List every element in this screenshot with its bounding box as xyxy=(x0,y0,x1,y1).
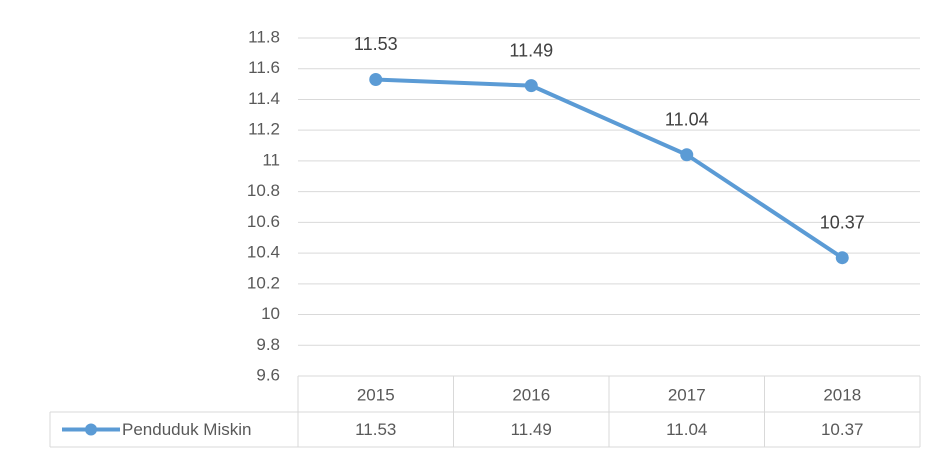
table-value: 11.04 xyxy=(666,420,707,439)
series-line xyxy=(375,77,844,260)
y-tick-label: 9.6 xyxy=(256,365,280,384)
table-value: 11.53 xyxy=(355,420,396,439)
data-label: 10.37 xyxy=(820,212,865,232)
x-tick-label: 2018 xyxy=(823,385,861,404)
marker xyxy=(524,79,538,93)
x-tick-label: 2015 xyxy=(357,385,395,404)
x-tick-label: 2016 xyxy=(512,385,550,404)
marker xyxy=(369,72,383,86)
y-tick-label: 11.2 xyxy=(248,120,280,139)
y-tick-label: 11.6 xyxy=(248,58,280,77)
x-tick-label: 2017 xyxy=(668,385,706,404)
y-tick-label: 10.2 xyxy=(247,273,280,292)
y-tick-label: 11.8 xyxy=(248,27,280,46)
data-label: 11.49 xyxy=(509,40,553,60)
table-value: 11.49 xyxy=(511,420,552,439)
table-value: 10.37 xyxy=(821,420,864,439)
marker xyxy=(835,251,849,265)
y-tick-label: 11.4 xyxy=(248,89,280,108)
y-tick-label: 11 xyxy=(262,150,280,169)
legend-swatch xyxy=(85,423,97,436)
data-label: 11.04 xyxy=(665,110,709,130)
y-tick-label: 10.4 xyxy=(247,243,280,262)
y-tick-label: 10 xyxy=(261,304,280,323)
data-label: 11.53 xyxy=(354,34,398,54)
marker xyxy=(680,148,694,162)
y-tick-label: 10.6 xyxy=(247,212,280,231)
y-tick-label: 9.8 xyxy=(256,335,280,354)
y-tick-label: 10.8 xyxy=(247,181,280,200)
legend-label: Penduduk Miskin xyxy=(122,420,251,439)
